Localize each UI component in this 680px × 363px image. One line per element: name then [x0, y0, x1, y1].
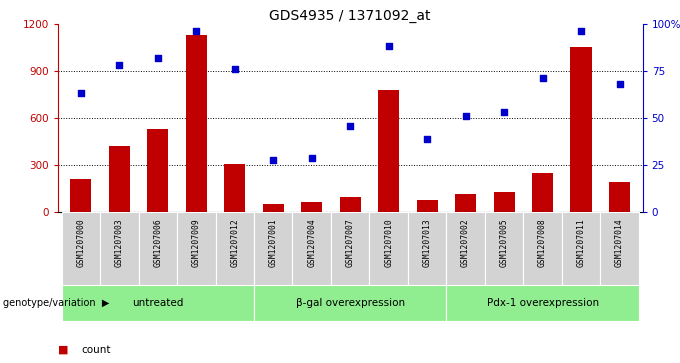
Text: GSM1207002: GSM1207002 [461, 218, 470, 267]
Bar [485, 212, 524, 285]
Point [114, 62, 125, 68]
Text: Pdx-1 overexpression: Pdx-1 overexpression [486, 298, 598, 308]
Text: ■: ■ [58, 345, 68, 355]
Bar [600, 212, 639, 285]
Point [422, 136, 432, 142]
Text: GSM1207006: GSM1207006 [153, 218, 163, 267]
Bar [254, 212, 292, 285]
Bar [524, 212, 562, 285]
Bar [446, 212, 485, 285]
Point [75, 90, 86, 96]
Bar [62, 212, 100, 285]
Text: GSM1207011: GSM1207011 [577, 218, 585, 267]
Bar [216, 212, 254, 285]
Text: β-gal overexpression: β-gal overexpression [296, 298, 405, 308]
Text: GSM1207014: GSM1207014 [615, 218, 624, 267]
Bar [446, 285, 639, 321]
Bar [62, 285, 254, 321]
Point [614, 81, 625, 87]
Bar [571, 47, 592, 212]
Bar [408, 212, 446, 285]
Bar [100, 212, 139, 285]
Bar [224, 164, 245, 212]
Bar [292, 212, 331, 285]
Text: GSM1207000: GSM1207000 [76, 218, 86, 267]
Text: GSM1207007: GSM1207007 [345, 218, 355, 267]
Bar [369, 212, 408, 285]
Bar [139, 212, 177, 285]
Text: GSM1207013: GSM1207013 [423, 218, 432, 267]
Bar [532, 173, 553, 212]
Bar [177, 212, 216, 285]
Bar [254, 285, 446, 321]
Bar [109, 146, 130, 212]
Bar [70, 179, 92, 212]
Text: GSM1207012: GSM1207012 [231, 218, 239, 267]
Text: GSM1207003: GSM1207003 [115, 218, 124, 267]
Text: GSM1207005: GSM1207005 [500, 218, 509, 267]
Point [268, 156, 279, 162]
Point [191, 28, 202, 34]
Bar [378, 90, 399, 212]
Title: GDS4935 / 1371092_at: GDS4935 / 1371092_at [269, 9, 431, 23]
Bar [339, 197, 361, 212]
Text: count: count [82, 345, 111, 355]
Text: GSM1207004: GSM1207004 [307, 218, 316, 267]
Text: untreated: untreated [132, 298, 184, 308]
Bar [186, 34, 207, 212]
Text: GSM1207001: GSM1207001 [269, 218, 277, 267]
Point [152, 55, 163, 61]
Point [229, 66, 240, 72]
Bar [562, 212, 600, 285]
Text: GSM1207010: GSM1207010 [384, 218, 393, 267]
Point [498, 109, 509, 115]
Point [345, 123, 356, 129]
Bar [417, 200, 438, 212]
Bar [331, 212, 369, 285]
Point [537, 76, 548, 81]
Text: GSM1207009: GSM1207009 [192, 218, 201, 267]
Bar [609, 183, 630, 212]
Point [384, 43, 394, 49]
Text: genotype/variation  ▶: genotype/variation ▶ [3, 298, 109, 308]
Point [575, 28, 586, 34]
Bar [262, 204, 284, 212]
Point [306, 155, 317, 160]
Bar [148, 129, 169, 212]
Bar [301, 202, 322, 212]
Bar [494, 192, 515, 212]
Text: GSM1207008: GSM1207008 [538, 218, 547, 267]
Point [460, 113, 471, 119]
Bar [455, 194, 476, 212]
